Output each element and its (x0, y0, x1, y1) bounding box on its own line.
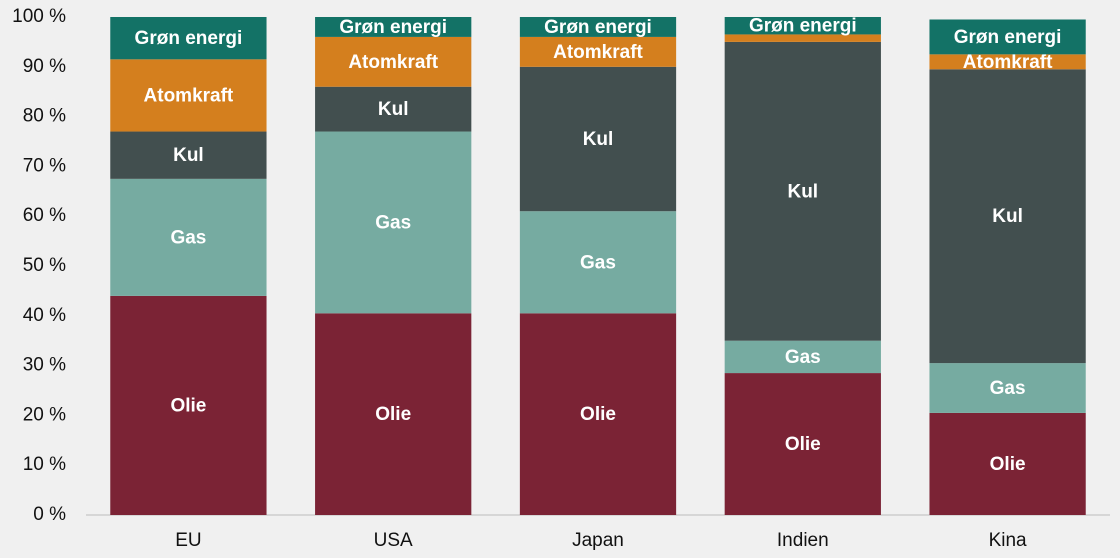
segment-label: Gas (785, 347, 821, 368)
y-tick-label: 60 % (23, 205, 66, 226)
bar-segment (929, 363, 1086, 413)
bar-segment (929, 412, 1086, 515)
bar-segment (929, 54, 1086, 70)
segment-label: Kul (378, 99, 409, 120)
segment-label: Gas (580, 252, 616, 273)
bar-segment (519, 66, 677, 212)
y-tick-label: 100 % (12, 6, 66, 27)
segment-label: Gas (375, 212, 411, 233)
segment-label: Grøn energi (954, 27, 1062, 48)
bar-segment (315, 131, 472, 314)
segment-label: Atomkraft (963, 52, 1053, 73)
y-tick-label: 0 % (33, 504, 66, 525)
segment-label: Grøn energi (339, 17, 447, 38)
bar-segment (519, 17, 677, 37)
x-tick-label: EU (175, 530, 201, 551)
segment-label: Grøn energi (544, 17, 652, 38)
segment-label: Gas (170, 227, 206, 248)
segment-label: Atomkraft (348, 52, 438, 73)
bar-segment (315, 313, 472, 515)
bar-segment (110, 178, 267, 296)
bar-segment (110, 131, 267, 179)
y-tick-label: 20 % (23, 404, 66, 425)
segment-label: Grøn energi (135, 28, 243, 49)
bar-segment (519, 211, 677, 314)
bar-segment (315, 17, 472, 37)
y-tick-label: 10 % (23, 454, 66, 475)
x-tick-label: USA (374, 530, 413, 551)
bar-segment (929, 69, 1086, 364)
y-tick-label: 70 % (23, 155, 66, 176)
x-tick-label: Japan (572, 530, 624, 551)
segment-label: Atomkraft (144, 85, 234, 106)
y-tick-label: 90 % (23, 56, 66, 77)
segment-label: Olie (785, 434, 821, 455)
bar-segment (315, 86, 472, 132)
segment-label: Olie (580, 404, 616, 425)
bar-segment (519, 313, 677, 515)
segment-label: Kul (583, 129, 614, 150)
bar-segment (519, 36, 677, 67)
y-tick-label: 40 % (23, 305, 66, 326)
x-tick-label: Indien (777, 530, 829, 551)
bar-segment (724, 340, 881, 374)
y-tick-label: 80 % (23, 106, 66, 127)
bar-segment (724, 41, 881, 341)
x-tick-label: Kina (989, 530, 1027, 551)
segment-label: Atomkraft (553, 42, 643, 63)
segment-label: Kul (992, 206, 1023, 227)
segment-label: Gas (990, 378, 1026, 399)
segment-label: Olie (990, 454, 1026, 475)
bar-segment (724, 373, 881, 515)
segment-label: Kul (787, 181, 818, 202)
bar-segment (929, 19, 1086, 55)
segment-label: Grøn energi (749, 16, 857, 37)
bar-segment (315, 36, 472, 87)
bar-segment (110, 295, 267, 515)
bar-segment (110, 17, 267, 60)
bar-segment (724, 34, 881, 42)
segment-label: Kul (173, 145, 204, 166)
bar-segment (110, 59, 267, 132)
bar-segment (724, 17, 881, 35)
y-tick-label: 50 % (23, 255, 66, 276)
segment-label: Olie (375, 404, 411, 425)
y-tick-label: 30 % (23, 355, 66, 376)
segment-label: Olie (170, 395, 206, 416)
